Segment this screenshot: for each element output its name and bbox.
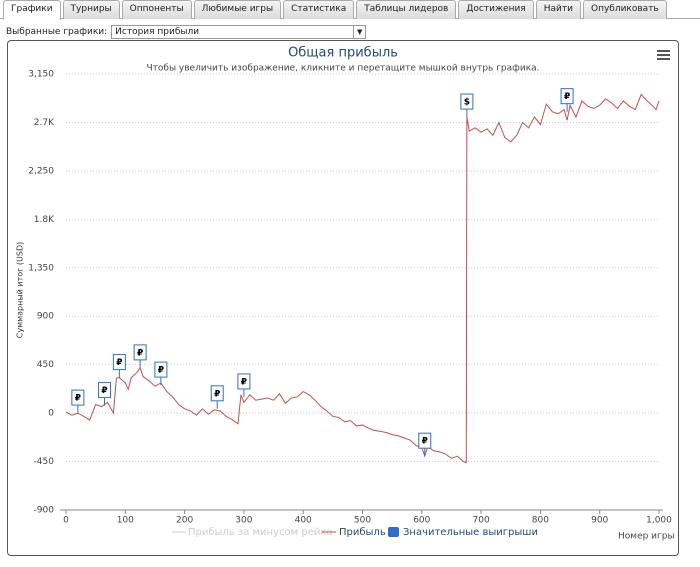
y-tick-label: 1.8K <box>34 215 55 225</box>
chart-container <box>7 40 679 556</box>
x-tick-label: 200 <box>176 516 193 526</box>
flag: ₽ <box>133 344 147 368</box>
y-tick-label: -450 <box>34 457 55 467</box>
flag-label: ₽ <box>137 348 143 358</box>
x-tick-label: 600 <box>413 516 430 526</box>
y-axis-label: Суммарный итог (USD) <box>16 242 25 339</box>
x-axis-label: Номер игры <box>618 532 675 542</box>
tab[interactable]: Турниры <box>62 0 120 19</box>
x-tick-label: 500 <box>354 516 371 526</box>
x-tick-label: 800 <box>532 516 549 526</box>
dropdown-arrow[interactable]: ▼ <box>353 26 365 38</box>
tab[interactable]: Статистика <box>283 0 355 19</box>
y-tick-label: 450 <box>37 360 54 370</box>
flag-box <box>154 361 168 378</box>
flag-box <box>210 385 224 402</box>
flag-label: ₽ <box>158 366 164 376</box>
flag: ₽ <box>560 88 574 112</box>
flag: ₽ <box>154 361 168 386</box>
flag-box <box>112 354 126 371</box>
flag: ₽ <box>98 382 112 406</box>
flag-box <box>560 88 574 105</box>
flag-box <box>460 93 474 110</box>
flag-label: $ <box>464 98 470 108</box>
flag-box <box>418 432 432 449</box>
y-tick-label: 2.7K <box>34 118 55 128</box>
flag: ₽ <box>237 373 251 397</box>
flag: ₽ <box>210 385 224 409</box>
flag: ₽ <box>71 389 85 414</box>
x-tick-label: 700 <box>473 516 490 526</box>
flag-label: ₽ <box>101 386 107 396</box>
chart: Общая прибыль Чтобы увеличить изображени… <box>16 46 675 542</box>
x-tick-label: 1,000 <box>646 516 672 526</box>
flag-box <box>133 344 147 361</box>
flag-label: ₽ <box>75 394 81 404</box>
selector[interactable]: История прибыли ▼ <box>111 25 367 39</box>
y-tick-label: -900 <box>34 506 55 516</box>
legend-label[interactable]: Прибыль за минусом рейка <box>188 527 333 538</box>
flag-label: ₽ <box>564 92 570 102</box>
flag: ₽ <box>112 354 126 378</box>
legend-label[interactable]: Значительные выигрыши <box>403 527 538 538</box>
x-tick-label: 400 <box>295 516 312 526</box>
tab[interactable]: Опубликовать <box>582 0 667 19</box>
menu-button[interactable] <box>657 50 670 60</box>
chart-title: Общая прибыль <box>288 46 398 61</box>
y-tick-label: 1,350 <box>28 263 54 273</box>
selector-label: Выбранные графики: <box>6 27 108 37</box>
x-tick-label: 300 <box>235 516 252 526</box>
tab[interactable]: Достижения <box>458 0 534 19</box>
flag-box <box>71 389 85 406</box>
y-tick-label: 900 <box>37 312 54 322</box>
flag: ₽ <box>418 432 432 457</box>
tab[interactable]: Оппоненты <box>121 0 192 19</box>
legend-swatch <box>388 527 399 537</box>
tab-bar: Графики Турниры Оппоненты Любимые игры Стати… <box>0 0 700 20</box>
chart-subtitle: Чтобы увеличить изображение, кликните и … <box>146 64 539 74</box>
flag-box <box>237 373 251 390</box>
tab[interactable]: Таблицы лидеров <box>356 0 457 19</box>
selector-value: История прибыли <box>115 27 200 37</box>
flag-label: ₽ <box>422 437 428 447</box>
flag-label: ₽ <box>116 358 122 368</box>
profit-line <box>65 93 660 464</box>
legend-label[interactable]: Прибыль <box>339 527 386 538</box>
x-tick-label: 100 <box>117 516 134 526</box>
y-tick-label: 0 <box>48 409 54 419</box>
flag-label: ₽ <box>214 389 220 399</box>
selector-row: Выбранные графики: История прибыли ▼ <box>6 25 367 39</box>
x-tick-label: 900 <box>591 516 608 526</box>
tab[interactable]: Найти <box>535 0 581 19</box>
tab[interactable]: Любимые игры <box>193 0 282 19</box>
flag-label: ₽ <box>241 377 247 387</box>
tab[interactable]: Графики <box>3 0 61 20</box>
x-tick-label: 0 <box>63 516 69 526</box>
y-tick-label: 2,250 <box>28 166 54 176</box>
y-tick-label: 3,150 <box>28 70 54 80</box>
flag: $ <box>460 93 474 118</box>
flag-box <box>98 382 112 399</box>
